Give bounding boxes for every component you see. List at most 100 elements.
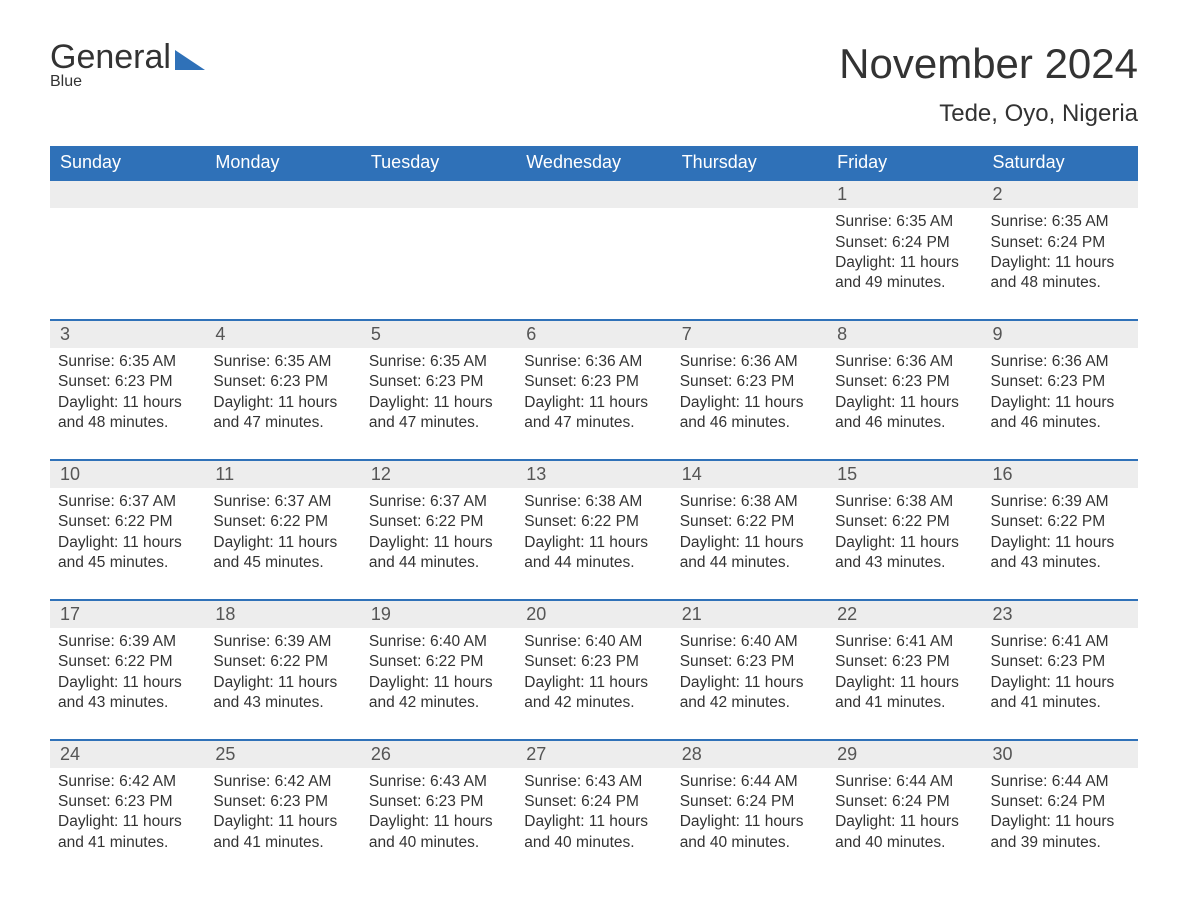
daylight-text-2: and 47 minutes. bbox=[213, 413, 352, 433]
daylight-text-2: and 39 minutes. bbox=[991, 833, 1130, 853]
day-number-row: 12 bbox=[50, 180, 1138, 208]
daylight-text-2: and 46 minutes. bbox=[835, 413, 974, 433]
sunrise-text: Sunrise: 6:42 AM bbox=[213, 772, 352, 792]
sunset-text: Sunset: 6:22 PM bbox=[213, 652, 352, 672]
daylight-text-2: and 49 minutes. bbox=[835, 273, 974, 293]
daylight-text-1: Daylight: 11 hours bbox=[58, 812, 197, 832]
sunrise-text: Sunrise: 6:44 AM bbox=[835, 772, 974, 792]
day-details-row: Sunrise: 6:42 AMSunset: 6:23 PMDaylight:… bbox=[50, 768, 1138, 879]
daylight-text-1: Daylight: 11 hours bbox=[991, 673, 1130, 693]
sunrise-text: Sunrise: 6:44 AM bbox=[991, 772, 1130, 792]
day-number: 26 bbox=[361, 740, 516, 768]
day-details: Sunrise: 6:44 AMSunset: 6:24 PMDaylight:… bbox=[983, 768, 1138, 879]
daylight-text-2: and 43 minutes. bbox=[835, 553, 974, 573]
daylight-text-1: Daylight: 11 hours bbox=[213, 533, 352, 553]
daylight-text-1: Daylight: 11 hours bbox=[680, 393, 819, 413]
day-details: Sunrise: 6:38 AMSunset: 6:22 PMDaylight:… bbox=[672, 488, 827, 600]
day-number: 22 bbox=[827, 600, 982, 628]
logo: General Blue bbox=[50, 40, 205, 90]
sunrise-text: Sunrise: 6:36 AM bbox=[835, 352, 974, 372]
empty-day-details bbox=[205, 208, 360, 320]
daylight-text-1: Daylight: 11 hours bbox=[213, 393, 352, 413]
sunset-text: Sunset: 6:22 PM bbox=[58, 652, 197, 672]
daylight-text-1: Daylight: 11 hours bbox=[369, 533, 508, 553]
daylight-text-1: Daylight: 11 hours bbox=[835, 253, 974, 273]
day-number: 13 bbox=[516, 460, 671, 488]
day-number-row: 10111213141516 bbox=[50, 460, 1138, 488]
weekday-header-row: SundayMondayTuesdayWednesdayThursdayFrid… bbox=[50, 146, 1138, 180]
daylight-text-2: and 40 minutes. bbox=[680, 833, 819, 853]
daylight-text-1: Daylight: 11 hours bbox=[369, 812, 508, 832]
day-details: Sunrise: 6:39 AMSunset: 6:22 PMDaylight:… bbox=[205, 628, 360, 740]
sunrise-text: Sunrise: 6:38 AM bbox=[680, 492, 819, 512]
day-number: 6 bbox=[516, 320, 671, 348]
sunset-text: Sunset: 6:22 PM bbox=[369, 512, 508, 532]
daylight-text-1: Daylight: 11 hours bbox=[991, 253, 1130, 273]
daylight-text-2: and 40 minutes. bbox=[524, 833, 663, 853]
sunrise-text: Sunrise: 6:37 AM bbox=[58, 492, 197, 512]
location-text: Tede, Oyo, Nigeria bbox=[839, 100, 1138, 128]
sunrise-text: Sunrise: 6:35 AM bbox=[991, 212, 1130, 232]
daylight-text-2: and 40 minutes. bbox=[835, 833, 974, 853]
daylight-text-2: and 44 minutes. bbox=[369, 553, 508, 573]
sunset-text: Sunset: 6:24 PM bbox=[835, 792, 974, 812]
day-details-row: Sunrise: 6:37 AMSunset: 6:22 PMDaylight:… bbox=[50, 488, 1138, 600]
weekday-header: Thursday bbox=[672, 146, 827, 180]
sunset-text: Sunset: 6:24 PM bbox=[680, 792, 819, 812]
sunset-text: Sunset: 6:24 PM bbox=[524, 792, 663, 812]
daylight-text-1: Daylight: 11 hours bbox=[680, 673, 819, 693]
day-number: 8 bbox=[827, 320, 982, 348]
sunrise-text: Sunrise: 6:41 AM bbox=[835, 632, 974, 652]
weekday-header: Wednesday bbox=[516, 146, 671, 180]
daylight-text-1: Daylight: 11 hours bbox=[991, 812, 1130, 832]
sunrise-text: Sunrise: 6:36 AM bbox=[680, 352, 819, 372]
day-number: 23 bbox=[983, 600, 1138, 628]
day-details: Sunrise: 6:44 AMSunset: 6:24 PMDaylight:… bbox=[672, 768, 827, 879]
daylight-text-1: Daylight: 11 hours bbox=[524, 393, 663, 413]
sunset-text: Sunset: 6:23 PM bbox=[680, 652, 819, 672]
sunset-text: Sunset: 6:23 PM bbox=[213, 792, 352, 812]
empty-day-number bbox=[205, 180, 360, 208]
daylight-text-2: and 44 minutes. bbox=[524, 553, 663, 573]
day-details: Sunrise: 6:40 AMSunset: 6:22 PMDaylight:… bbox=[361, 628, 516, 740]
day-number: 29 bbox=[827, 740, 982, 768]
daylight-text-1: Daylight: 11 hours bbox=[991, 533, 1130, 553]
daylight-text-2: and 46 minutes. bbox=[680, 413, 819, 433]
daylight-text-1: Daylight: 11 hours bbox=[524, 533, 663, 553]
daylight-text-1: Daylight: 11 hours bbox=[835, 673, 974, 693]
day-details: Sunrise: 6:39 AMSunset: 6:22 PMDaylight:… bbox=[983, 488, 1138, 600]
sunset-text: Sunset: 6:23 PM bbox=[524, 652, 663, 672]
sunrise-text: Sunrise: 6:38 AM bbox=[835, 492, 974, 512]
sunset-text: Sunset: 6:23 PM bbox=[58, 372, 197, 392]
day-number: 10 bbox=[50, 460, 205, 488]
daylight-text-2: and 41 minutes. bbox=[213, 833, 352, 853]
day-number: 2 bbox=[983, 180, 1138, 208]
day-number: 19 bbox=[361, 600, 516, 628]
sunrise-text: Sunrise: 6:35 AM bbox=[369, 352, 508, 372]
sunset-text: Sunset: 6:24 PM bbox=[835, 233, 974, 253]
day-number: 11 bbox=[205, 460, 360, 488]
sunset-text: Sunset: 6:24 PM bbox=[991, 792, 1130, 812]
daylight-text-1: Daylight: 11 hours bbox=[991, 393, 1130, 413]
weekday-header: Saturday bbox=[983, 146, 1138, 180]
sunrise-text: Sunrise: 6:40 AM bbox=[369, 632, 508, 652]
daylight-text-1: Daylight: 11 hours bbox=[58, 393, 197, 413]
empty-day-details bbox=[516, 208, 671, 320]
daylight-text-1: Daylight: 11 hours bbox=[835, 812, 974, 832]
sunrise-text: Sunrise: 6:43 AM bbox=[524, 772, 663, 792]
logo-triangle-icon bbox=[175, 50, 205, 70]
empty-day-number bbox=[672, 180, 827, 208]
day-number-row: 24252627282930 bbox=[50, 740, 1138, 768]
day-details: Sunrise: 6:43 AMSunset: 6:24 PMDaylight:… bbox=[516, 768, 671, 879]
sunrise-text: Sunrise: 6:40 AM bbox=[680, 632, 819, 652]
day-number: 30 bbox=[983, 740, 1138, 768]
daylight-text-2: and 43 minutes. bbox=[58, 693, 197, 713]
sunrise-text: Sunrise: 6:43 AM bbox=[369, 772, 508, 792]
sunset-text: Sunset: 6:23 PM bbox=[369, 792, 508, 812]
sunrise-text: Sunrise: 6:40 AM bbox=[524, 632, 663, 652]
day-details: Sunrise: 6:41 AMSunset: 6:23 PMDaylight:… bbox=[983, 628, 1138, 740]
daylight-text-2: and 43 minutes. bbox=[213, 693, 352, 713]
calendar-table: SundayMondayTuesdayWednesdayThursdayFrid… bbox=[50, 146, 1138, 879]
day-number-row: 17181920212223 bbox=[50, 600, 1138, 628]
daylight-text-1: Daylight: 11 hours bbox=[680, 812, 819, 832]
